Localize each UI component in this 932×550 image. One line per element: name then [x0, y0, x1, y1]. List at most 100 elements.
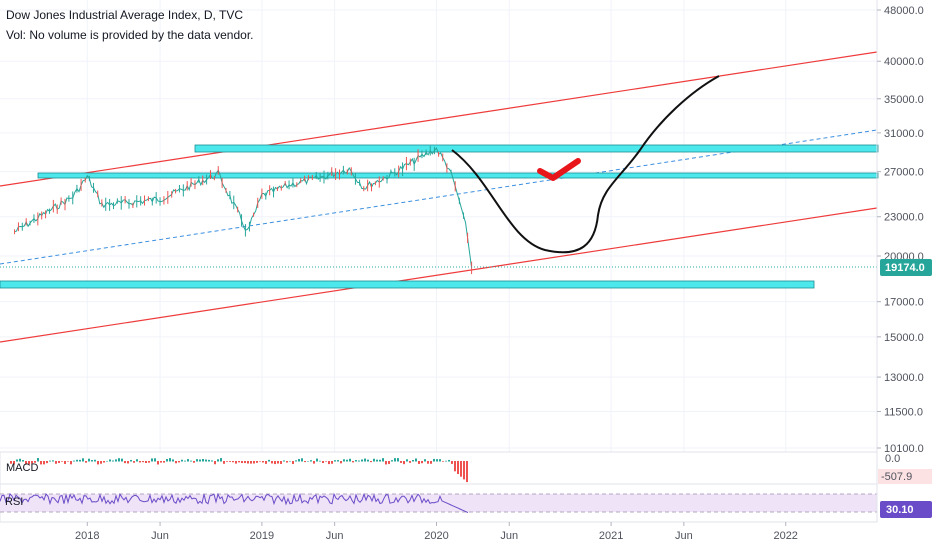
macd-bar	[265, 461, 267, 464]
time-axis[interactable]: 2018 Jun 2019 Jun 2020 Jun 2021 Jun 2022	[75, 522, 798, 542]
macd-bar	[139, 461, 141, 463]
macd-bar	[322, 461, 324, 464]
macd-bar	[169, 458, 171, 462]
rsi-series-line	[0, 492, 469, 514]
time-tick-label: 2019	[250, 530, 274, 542]
macd-bar	[382, 458, 384, 462]
macd-bar	[34, 461, 36, 463]
macd-bar	[100, 461, 102, 464]
macd-bar	[40, 461, 42, 465]
macd-bar	[346, 459, 348, 462]
macd-bar	[325, 461, 327, 462]
macd-bar	[31, 461, 33, 464]
macd-value: -507.9	[881, 471, 912, 483]
macd-bar	[202, 458, 204, 462]
volume-note: Vol: No volume is provided by the data v…	[6, 28, 254, 42]
macd-bar	[157, 461, 159, 465]
macd-bar	[22, 460, 24, 462]
macd-bar	[79, 459, 81, 462]
price-tick-label: 48000.0	[884, 5, 924, 17]
macd-bar	[121, 458, 123, 462]
time-tick-label: Jun	[675, 530, 693, 542]
macd-bar	[142, 461, 144, 463]
macd-bar	[457, 461, 459, 474]
macd-bar	[439, 459, 441, 462]
macd-bar	[97, 461, 99, 465]
macd-bar	[355, 460, 357, 462]
macd-bar	[223, 461, 225, 464]
macd-bar	[199, 459, 201, 462]
macd-bar	[151, 458, 153, 462]
macd-bar	[379, 459, 381, 462]
macd-bar	[43, 461, 45, 465]
macd-bar	[427, 461, 429, 464]
macd-bar	[124, 461, 126, 464]
price-tick-label: 40000.0	[884, 56, 924, 68]
macd-bar	[391, 460, 393, 462]
macd-bar	[295, 460, 297, 462]
chart-title: Dow Jones Industrial Average Index, D, T…	[6, 8, 244, 22]
macd-bar	[13, 461, 15, 465]
macd-bar	[337, 460, 339, 462]
macd-bar	[256, 461, 258, 463]
price-tick-label: 13000.0	[884, 372, 924, 384]
macd-bar	[466, 461, 468, 483]
macd-bar	[247, 461, 249, 464]
macd-bar	[241, 461, 243, 463]
price-axis[interactable]: 48000.0 40000.0 35000.0 31000.0 27000.0 23000…	[877, 5, 924, 455]
macd-bar	[430, 461, 432, 464]
macd-bar	[451, 461, 453, 464]
macd-bar	[364, 458, 366, 462]
macd-bar	[397, 458, 399, 462]
macd-bar	[238, 461, 240, 463]
macd-bar	[163, 461, 165, 463]
channel-upper-line[interactable]	[0, 51, 878, 187]
macd-bar	[91, 460, 93, 462]
macd-bar	[319, 460, 321, 462]
channel-mid-dashed-line[interactable]	[0, 129, 878, 265]
price-candles	[14, 145, 473, 275]
macd-bar	[358, 460, 360, 462]
rsi-value: 30.10	[886, 504, 914, 516]
price-tick-label: 35000.0	[884, 94, 924, 106]
macd-bar	[442, 461, 444, 462]
macd-bar	[262, 461, 264, 463]
support-zone-bottom[interactable]	[0, 280, 815, 289]
main-pane[interactable]	[0, 0, 877, 452]
macd-bar	[58, 461, 60, 463]
macd-bar	[253, 461, 255, 464]
resistance-zone-mid[interactable]	[37, 172, 879, 179]
macd-bar	[394, 458, 396, 462]
macd-bar	[316, 458, 318, 462]
macd-bar	[271, 461, 273, 464]
macd-bar	[112, 460, 114, 462]
macd-bar	[181, 459, 183, 462]
macd-bar	[292, 461, 294, 465]
price-tick-label: 31000.0	[884, 128, 924, 140]
macd-bar	[52, 460, 54, 462]
macd-bar	[280, 461, 282, 464]
macd-bar	[370, 461, 372, 463]
macd-pane[interactable]	[0, 451, 878, 485]
macd-histogram	[10, 458, 468, 483]
macd-bar	[154, 458, 156, 462]
macd-bar	[118, 458, 120, 462]
macd-bar	[220, 458, 222, 462]
macd-bar	[64, 461, 66, 464]
macd-bar	[226, 461, 228, 462]
time-tick-label: 2020	[424, 530, 448, 542]
macd-bar	[109, 459, 111, 462]
macd-bar	[55, 461, 57, 464]
channel-lower-line[interactable]	[0, 207, 878, 343]
macd-bar	[214, 461, 216, 465]
check-mark-annotation[interactable]	[537, 158, 581, 181]
macd-bar	[433, 458, 435, 462]
macd-bar	[229, 461, 231, 462]
macd-bar	[235, 461, 237, 464]
resistance-zone-top[interactable]	[194, 144, 879, 153]
projection-curve[interactable]	[451, 75, 720, 254]
macd-bar	[331, 461, 333, 464]
macd-bar	[115, 459, 117, 462]
macd-bar	[175, 461, 177, 464]
